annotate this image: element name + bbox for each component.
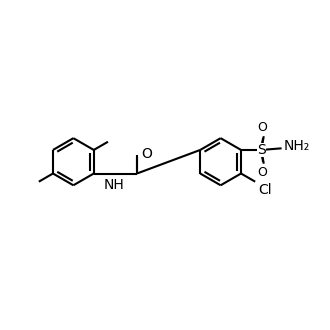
Text: S: S [257,143,266,157]
Text: NH: NH [104,178,124,192]
Text: NH₂: NH₂ [283,139,310,153]
Text: O: O [141,147,152,161]
Text: Cl: Cl [258,183,272,197]
Text: O: O [257,120,267,134]
Text: O: O [257,166,267,179]
